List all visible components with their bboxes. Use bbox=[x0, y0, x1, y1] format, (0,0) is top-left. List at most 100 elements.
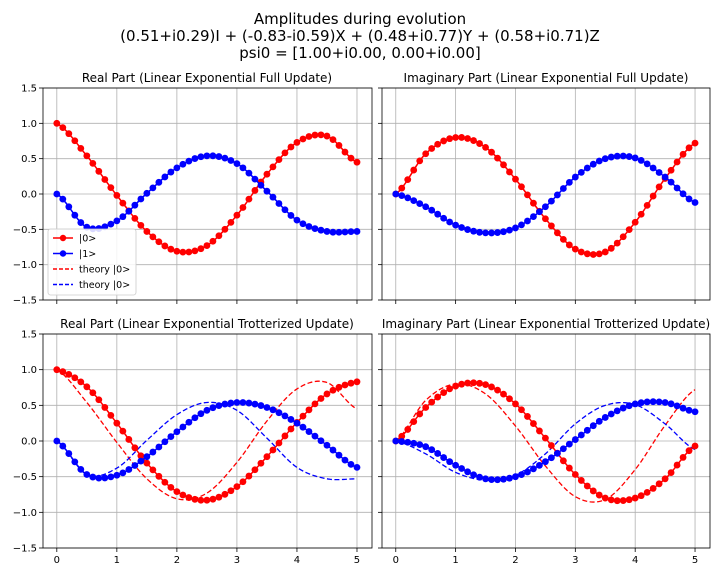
data-point bbox=[559, 185, 567, 192]
data-point bbox=[661, 475, 669, 483]
data-point bbox=[631, 154, 639, 162]
x-tick-label: 5 bbox=[354, 555, 360, 566]
y-tick-label: 1.5 bbox=[21, 330, 37, 341]
data-point bbox=[440, 454, 448, 461]
data-point bbox=[215, 493, 223, 501]
data-point bbox=[565, 464, 573, 472]
data-point bbox=[404, 438, 412, 446]
y-tick-label: −1.5 bbox=[13, 296, 37, 307]
data-point bbox=[95, 396, 103, 404]
data-point bbox=[53, 366, 61, 374]
data-point bbox=[434, 140, 442, 148]
data-point bbox=[416, 200, 424, 208]
data-point bbox=[185, 248, 193, 256]
data-point bbox=[347, 154, 355, 162]
data-point bbox=[458, 134, 466, 141]
data-point bbox=[553, 191, 561, 199]
y-tick-label: 0.5 bbox=[21, 154, 37, 165]
y-tick-label: 0.5 bbox=[21, 401, 37, 412]
data-point bbox=[185, 494, 193, 501]
x-tick-label: 4 bbox=[294, 555, 300, 566]
data-point bbox=[524, 217, 531, 225]
data-point bbox=[251, 187, 259, 194]
data-point bbox=[203, 406, 211, 414]
data-point bbox=[428, 446, 436, 454]
theory-line-series-2 bbox=[395, 383, 696, 503]
data-point bbox=[287, 416, 295, 423]
data-point bbox=[482, 381, 489, 389]
data-point bbox=[494, 386, 501, 394]
data-point bbox=[227, 487, 235, 495]
data-point bbox=[179, 491, 187, 499]
data-point bbox=[667, 469, 675, 476]
data-point bbox=[143, 228, 151, 235]
data-point bbox=[643, 489, 651, 496]
data-point bbox=[464, 379, 471, 387]
data-point bbox=[583, 426, 591, 434]
data-point bbox=[542, 215, 549, 223]
data-point bbox=[101, 474, 109, 482]
data-point bbox=[601, 248, 609, 256]
axes-frame bbox=[381, 333, 711, 549]
data-point bbox=[673, 461, 681, 469]
data-point bbox=[589, 160, 597, 168]
data-point bbox=[679, 190, 687, 198]
data-point bbox=[577, 248, 585, 256]
theory-line-series-3 bbox=[395, 401, 696, 481]
data-point bbox=[251, 400, 259, 408]
data-point bbox=[416, 441, 424, 449]
data-point bbox=[191, 414, 199, 422]
data-point bbox=[559, 235, 567, 243]
data-point bbox=[440, 214, 448, 222]
data-point bbox=[167, 245, 175, 253]
data-point bbox=[143, 453, 151, 461]
data-point bbox=[506, 226, 513, 234]
x-tick-label: 3 bbox=[572, 555, 578, 566]
data-point bbox=[269, 193, 277, 201]
data-point bbox=[317, 395, 325, 402]
data-point bbox=[571, 173, 579, 181]
data-point bbox=[233, 399, 241, 406]
data-point bbox=[107, 220, 115, 228]
data-point bbox=[625, 496, 633, 504]
data-point bbox=[416, 410, 424, 418]
data-point bbox=[173, 247, 181, 255]
data-point bbox=[95, 167, 103, 175]
data-point bbox=[601, 414, 609, 421]
data-point bbox=[233, 160, 241, 168]
data-point bbox=[565, 241, 573, 249]
data-point bbox=[655, 398, 663, 406]
data-point bbox=[434, 393, 442, 401]
panel-imag-full-update: Imaginary Part (Linear Exponential Full … bbox=[378, 71, 711, 304]
data-point bbox=[595, 157, 603, 165]
data-point bbox=[530, 213, 537, 220]
data-point bbox=[661, 399, 669, 406]
data-point bbox=[125, 436, 133, 443]
data-point bbox=[392, 437, 400, 445]
data-point bbox=[631, 494, 639, 502]
data-point bbox=[119, 469, 127, 477]
data-point bbox=[275, 439, 283, 447]
data-point bbox=[347, 460, 355, 468]
data-point bbox=[547, 442, 555, 449]
data-point bbox=[440, 389, 448, 397]
y-tick-label: −0.5 bbox=[13, 472, 37, 483]
data-point bbox=[203, 496, 211, 504]
data-point bbox=[518, 183, 525, 191]
data-point bbox=[500, 390, 507, 398]
data-point bbox=[422, 404, 430, 411]
data-point bbox=[577, 431, 585, 439]
data-point bbox=[197, 410, 205, 418]
data-point bbox=[458, 465, 466, 472]
panel-title: Real Part (Linear Exponential Trotterize… bbox=[60, 317, 354, 331]
plot-series bbox=[53, 366, 361, 504]
data-point bbox=[404, 176, 412, 184]
data-point bbox=[637, 210, 645, 218]
data-point bbox=[239, 204, 247, 211]
data-point bbox=[577, 477, 585, 484]
data-point bbox=[275, 156, 283, 164]
legend-marker bbox=[59, 234, 67, 242]
data-point bbox=[107, 411, 115, 419]
data-point bbox=[691, 408, 699, 416]
theory-line-series-2 bbox=[56, 369, 358, 501]
